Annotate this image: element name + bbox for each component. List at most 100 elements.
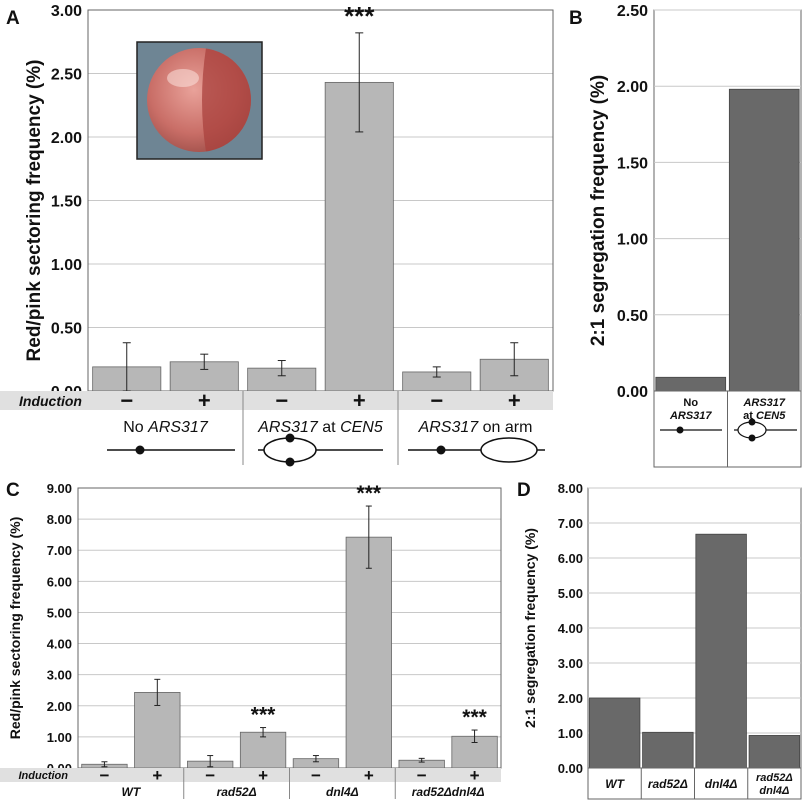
y-tick-label: 1.00 <box>558 726 583 741</box>
group-label: rad52Δ <box>217 785 257 799</box>
panel-letter-b: B <box>569 8 583 29</box>
label-span: on arm <box>478 419 532 436</box>
y-tick-label: 2.50 <box>617 3 648 20</box>
centromere-dot <box>436 445 446 455</box>
y-tick-label: 8.00 <box>558 481 583 496</box>
category-label: dnl4Δ <box>705 777 738 791</box>
replication-bubble <box>480 437 538 463</box>
y-tick-label: 3.00 <box>558 656 583 671</box>
label-span: ARS317 <box>418 419 480 436</box>
significance-marker: *** <box>344 1 375 31</box>
category-label: dnl4Δ <box>759 785 789 797</box>
y-tick-label: 0.00 <box>617 384 648 401</box>
induction-row <box>0 391 553 410</box>
induction-label: Induction <box>19 770 69 782</box>
category-label: ARS317 <box>669 410 712 422</box>
y-tick-label: 7.00 <box>558 516 583 531</box>
y-tick-label: 6.00 <box>558 551 583 566</box>
group-label: ARS317 at CEN5 <box>257 419 383 436</box>
y-axis-label: Red/pink sectoring frequency (%) <box>24 60 45 362</box>
category-label: ARS317 <box>742 397 785 409</box>
bar <box>239 731 287 769</box>
category-label: WT <box>605 777 625 791</box>
bar <box>642 731 694 769</box>
y-tick-label: 1.50 <box>617 155 648 172</box>
group-label: dnl4Δ <box>326 785 359 799</box>
induction-sign: + <box>508 388 521 413</box>
y-tick-label: 3.00 <box>51 3 82 20</box>
panel-letter-c: C <box>6 480 20 501</box>
y-tick-label: 1.50 <box>51 194 82 211</box>
panel-d: D 0.00 1.00 2.00 3.00 4.00 5.00 6.00 7.00 8.00 2:1… <box>517 480 802 800</box>
y-tick-label: 3.00 <box>47 668 72 683</box>
panel-c: C0.001.002.003.004.005.006.007.008.009.0… <box>0 480 502 799</box>
y-tick-label: 4.00 <box>558 621 583 636</box>
y-tick-label: 0.00 <box>558 761 583 776</box>
category-label: rad52Δ <box>756 772 793 784</box>
category-label: No <box>683 397 698 409</box>
group-label: No ARS317 <box>123 419 209 436</box>
centromere-dot <box>748 418 756 426</box>
y-tick-label: 4.00 <box>47 637 72 652</box>
centromere-dot <box>285 433 295 443</box>
induction-sign: + <box>198 388 211 413</box>
y-axis-label: 2:1 segregation frequency (%) <box>522 528 538 728</box>
significance-marker: *** <box>251 704 276 727</box>
bar <box>748 735 801 769</box>
induction-sign: + <box>364 766 374 785</box>
group-label: ARS317 on arm <box>418 419 533 436</box>
induction-sign: − <box>99 766 109 785</box>
y-tick-label: 0.50 <box>617 308 648 325</box>
panel-letter-d: D <box>517 480 531 501</box>
y-axis-label: 2:1 segregation frequency (%) <box>588 75 609 346</box>
label-span: CEN5 <box>756 410 786 422</box>
induction-sign: + <box>258 766 268 785</box>
significance-marker: *** <box>357 482 382 505</box>
bar <box>655 376 727 392</box>
induction-sign: − <box>311 766 321 785</box>
label-span: CEN5 <box>340 419 383 436</box>
panel-b: B 0.00 0.50 1.00 1.50 2.00 2.50 2:1 segregation… <box>569 3 802 468</box>
category-label: rad52Δ <box>648 777 688 791</box>
y-tick-label: 0.50 <box>51 321 82 338</box>
y-tick-label: 5.00 <box>47 605 72 620</box>
group-label: rad52Δdnl4Δ <box>412 785 485 799</box>
y-tick-label: 2.00 <box>47 699 72 714</box>
induction-sign: + <box>152 766 162 785</box>
colony-highlight <box>167 69 199 87</box>
y-tick-label: 7.00 <box>47 543 72 558</box>
y-tick-label: 2.50 <box>51 67 82 84</box>
bar <box>324 81 394 392</box>
induction-sign: − <box>205 766 215 785</box>
centromere-dot <box>135 445 145 455</box>
group-label: WT <box>122 785 142 799</box>
y-tick-label: 1.00 <box>47 730 72 745</box>
centromere-dot <box>676 426 684 434</box>
induction-row <box>0 768 501 782</box>
y-tick-label: 9.00 <box>47 481 72 496</box>
centromere-dot <box>748 434 756 442</box>
y-tick-label: 2.00 <box>617 79 648 96</box>
y-axis-label: Red/pink sectoring frequency (%) <box>7 517 23 739</box>
induction-sign: + <box>470 766 480 785</box>
induction-sign: − <box>430 388 443 413</box>
panel-letter-a: A <box>6 8 20 29</box>
label-span: ARS317 <box>147 419 209 436</box>
y-tick-label: 1.00 <box>51 257 82 274</box>
bar <box>728 88 800 392</box>
y-tick-label: 2.00 <box>558 691 583 706</box>
label-span: at <box>318 419 340 436</box>
centromere-dot <box>285 457 295 467</box>
y-tick-label: 5.00 <box>558 586 583 601</box>
induction-sign: − <box>120 388 133 413</box>
label-span: No <box>123 419 148 436</box>
label-span: ARS317 <box>257 419 319 436</box>
induction-sign: + <box>353 388 366 413</box>
induction-sign: − <box>275 388 288 413</box>
bar <box>695 533 747 769</box>
y-tick-label: 8.00 <box>47 512 72 527</box>
induction-sign: − <box>417 766 427 785</box>
